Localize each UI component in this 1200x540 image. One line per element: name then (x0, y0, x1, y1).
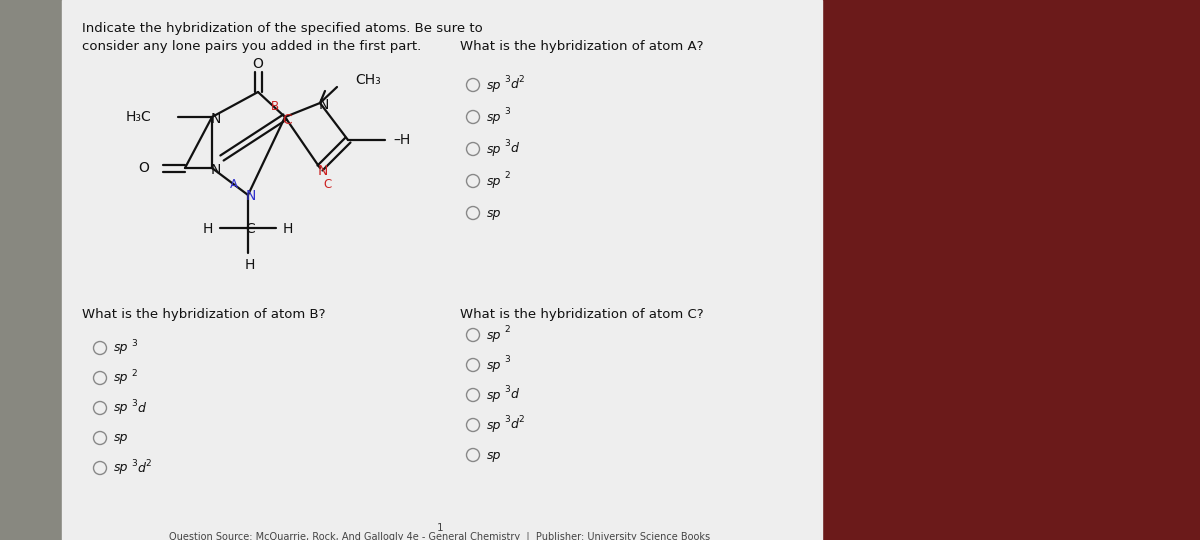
Text: sp: sp (487, 359, 502, 372)
Text: H: H (245, 258, 256, 272)
Text: 2: 2 (504, 326, 510, 334)
Text: sp: sp (114, 402, 128, 415)
Text: consider any lone pairs you added in the first part.: consider any lone pairs you added in the… (82, 40, 421, 53)
Text: 3: 3 (131, 458, 137, 468)
Bar (62, 0, 822, 540)
Text: sp: sp (114, 372, 128, 384)
Text: N: N (246, 189, 256, 203)
Text: 3: 3 (504, 76, 510, 84)
Text: 3: 3 (504, 415, 510, 424)
Text: 3: 3 (504, 355, 510, 364)
Text: What is the hybridization of atom A?: What is the hybridization of atom A? (460, 40, 703, 53)
Text: 2: 2 (131, 368, 137, 377)
Text: O: O (138, 161, 149, 175)
Text: Indicate the hybridization of the specified atoms. Be sure to: Indicate the hybridization of the specif… (82, 22, 482, 35)
Text: N: N (211, 163, 221, 177)
Text: O: O (252, 57, 264, 71)
Text: sp: sp (487, 418, 502, 431)
Bar (820, 0, 1200, 540)
Text: d: d (510, 418, 518, 431)
Text: What is the hybridization of atom C?: What is the hybridization of atom C? (460, 308, 703, 321)
Text: B: B (271, 100, 280, 113)
Text: 1: 1 (437, 523, 443, 533)
Text: d: d (510, 388, 518, 402)
Text: Question Source: McQuarrie, Rock, And Gallogly 4e - General Chemistry  |  Publis: Question Source: McQuarrie, Rock, And Ga… (169, 532, 710, 540)
Text: What is the hybridization of atom B?: What is the hybridization of atom B? (82, 308, 325, 321)
Text: N: N (211, 112, 221, 126)
Text: sp: sp (114, 341, 128, 354)
Text: H: H (203, 222, 214, 236)
Text: C: C (245, 222, 254, 236)
Text: sp: sp (114, 431, 128, 444)
Text: sp: sp (487, 388, 502, 402)
Text: d: d (137, 462, 145, 475)
Text: 3: 3 (504, 107, 510, 117)
Text: N: N (319, 98, 329, 112)
Text: sp: sp (487, 206, 502, 219)
Text: sp: sp (114, 462, 128, 475)
Text: d: d (137, 402, 145, 415)
Text: N: N (318, 164, 328, 178)
Text: CH₃: CH₃ (355, 73, 380, 87)
Text: 2: 2 (504, 172, 510, 180)
Text: sp: sp (487, 174, 502, 187)
Text: 3: 3 (504, 386, 510, 395)
Text: sp: sp (487, 449, 502, 462)
Text: 3: 3 (504, 139, 510, 148)
Text: A: A (230, 179, 238, 192)
Text: sp: sp (487, 78, 502, 91)
Text: sp: sp (487, 111, 502, 124)
Text: 2: 2 (145, 458, 151, 468)
Text: –H: –H (394, 133, 410, 147)
Text: 2: 2 (518, 415, 523, 424)
Text: sp: sp (487, 143, 502, 156)
Text: H₃C: H₃C (125, 110, 151, 124)
Text: C: C (282, 113, 292, 127)
Text: C: C (324, 178, 332, 191)
Text: d: d (510, 143, 518, 156)
Text: d: d (510, 78, 518, 91)
Text: sp: sp (487, 328, 502, 341)
Text: 2: 2 (518, 76, 523, 84)
Text: H: H (283, 222, 293, 236)
Text: 3: 3 (131, 339, 137, 348)
Text: 3: 3 (131, 399, 137, 408)
